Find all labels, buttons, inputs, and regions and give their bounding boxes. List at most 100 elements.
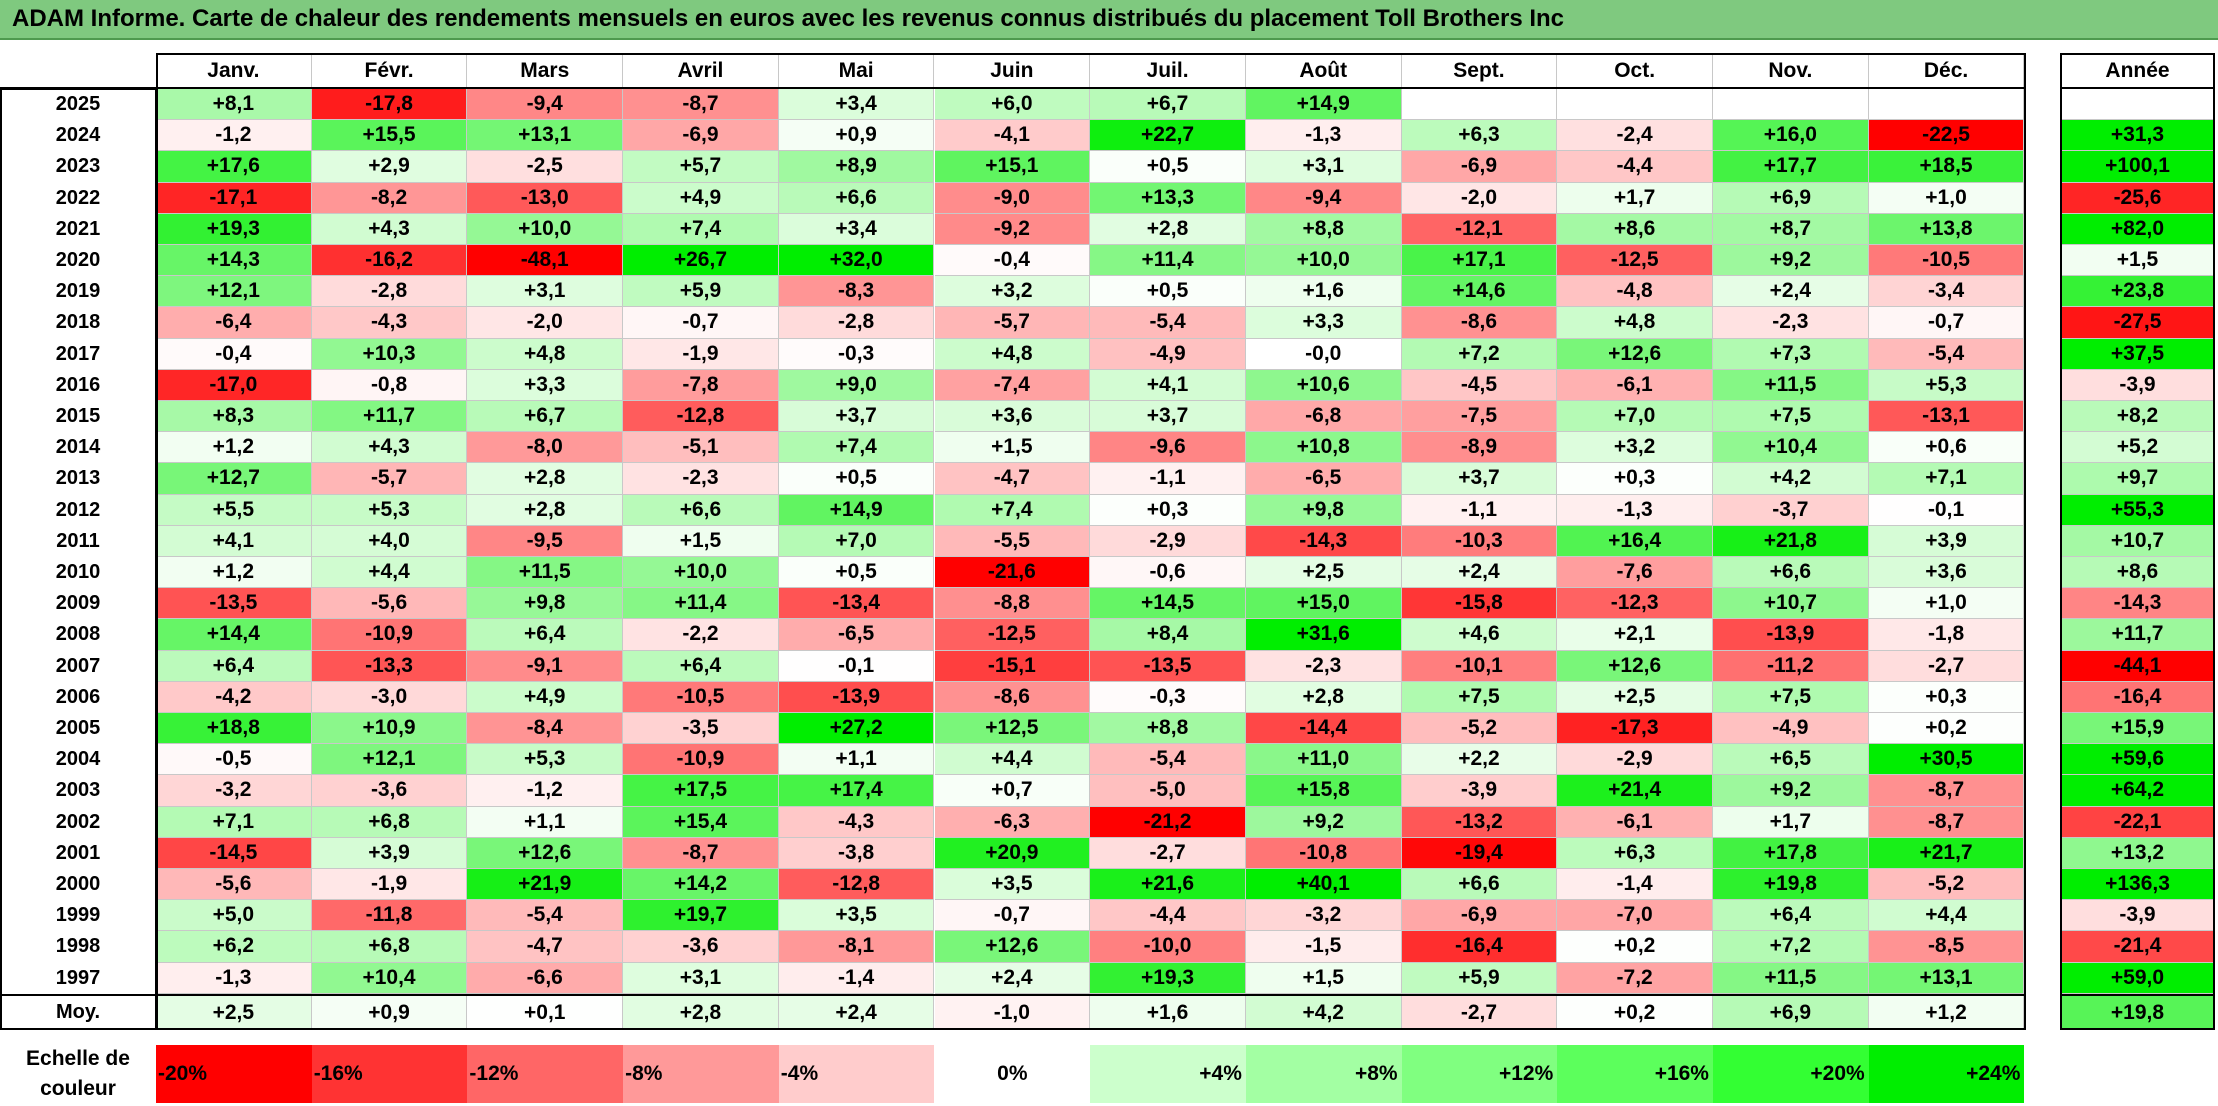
heatmap-cell: -6,5 xyxy=(1245,463,1402,495)
heatmap-cell: -12,8 xyxy=(778,869,935,901)
heatmap-cell: +3,7 xyxy=(1401,463,1558,495)
heatmap-cell: -13,2 xyxy=(1401,806,1558,838)
heatmap-cell: +21,4 xyxy=(1557,775,1713,807)
heatmap-cell: +17,4 xyxy=(778,775,935,807)
heatmap-cell: -8,5 xyxy=(1868,931,2025,963)
year-total-header: Année xyxy=(2105,58,2170,82)
heatmap-cell: +1,2 xyxy=(156,557,312,589)
heatmap-cell: +15,8 xyxy=(1245,775,1402,807)
heatmap-cell: -0,1 xyxy=(778,650,935,682)
row-year-label: 2024 xyxy=(55,124,101,147)
heatmap-cell: +10,0 xyxy=(1245,245,1402,277)
heatmap-cell: -4,1 xyxy=(934,120,1091,152)
heatmap-cell: +2,9 xyxy=(311,151,468,183)
header-separator-annual xyxy=(2060,87,2215,89)
heatmap-cell: +5,9 xyxy=(1401,962,1558,994)
color-scale-swatch: +12% xyxy=(1401,1045,1558,1103)
heatmap-cell: +6,3 xyxy=(1557,837,1713,869)
row-year-label: 2016 xyxy=(55,373,101,396)
heatmap-cell: +5,3 xyxy=(467,744,624,776)
heatmap-cell: -3,6 xyxy=(311,775,468,807)
heatmap-cell: -14,3 xyxy=(1245,525,1402,557)
heatmap-cell: +3,9 xyxy=(311,837,468,869)
heatmap-cell: -6,3 xyxy=(934,806,1091,838)
heatmap-cell: -13,0 xyxy=(467,182,624,214)
heatmap-cell: +6,5 xyxy=(1713,744,1869,776)
heatmap-cell: +11,5 xyxy=(1713,962,1869,994)
heatmap-cell: -6,5 xyxy=(778,619,935,651)
heatmap-cell: +1,6 xyxy=(1245,276,1402,308)
color-scale-swatch: -4% xyxy=(778,1045,935,1103)
heatmap-cell: +3,4 xyxy=(778,89,935,121)
heatmap-cell: +0,3 xyxy=(1557,463,1713,495)
row-year-label: 2000 xyxy=(55,873,101,896)
heatmap-cell: -2,5 xyxy=(467,151,624,183)
heatmap-cell: +21,8 xyxy=(1713,525,1869,557)
heatmap-cell: +14,5 xyxy=(1090,588,1246,620)
heatmap-cell: -9,5 xyxy=(467,525,624,557)
header-separator xyxy=(0,87,2027,89)
row-year-label: 2003 xyxy=(55,779,101,802)
heatmap-cell: -0,4 xyxy=(934,245,1091,277)
average-cell: +1,6 xyxy=(1090,995,1246,1030)
heatmap-cell: +10,4 xyxy=(311,962,468,994)
heatmap-cell: +12,5 xyxy=(934,713,1091,745)
heatmap-cell: +4,8 xyxy=(1557,307,1713,339)
heatmap-cell: -8,7 xyxy=(1868,775,2025,807)
heatmap-cell: -0,7 xyxy=(1868,307,2025,339)
heatmap-cell: -2,9 xyxy=(1557,744,1713,776)
row-year-label: 2017 xyxy=(55,342,101,365)
heatmap-cell: -4,3 xyxy=(311,307,468,339)
row-year-label: 2022 xyxy=(55,186,101,209)
heatmap-cell: -0,3 xyxy=(778,338,935,370)
heatmap-cell: -4,4 xyxy=(1557,151,1713,183)
heatmap-cell: -12,5 xyxy=(934,619,1091,651)
heatmap-cell: +15,1 xyxy=(934,151,1091,183)
heatmap-cell: -2,3 xyxy=(1245,650,1402,682)
heatmap-cell: +17,8 xyxy=(1713,837,1869,869)
month-header: Févr. xyxy=(312,53,468,88)
heatmap-cell: +6,6 xyxy=(778,182,935,214)
heatmap-cell: +6,4 xyxy=(156,650,312,682)
annual-cell: -3,9 xyxy=(2060,900,2215,932)
row-year-label: 2014 xyxy=(55,436,101,459)
heatmap-cell: -0,8 xyxy=(311,369,468,401)
heatmap-cell: +1,5 xyxy=(1245,962,1402,994)
heatmap-cell: -10,9 xyxy=(623,744,779,776)
heatmap-cell: -3,8 xyxy=(778,837,935,869)
heatmap-cell: -10,8 xyxy=(1245,837,1402,869)
heatmap-cell: -8,0 xyxy=(467,432,624,464)
heatmap-cell: +6,2 xyxy=(156,931,312,963)
heatmap-cell: -13,4 xyxy=(778,588,935,620)
heatmap-cell: +4,4 xyxy=(1868,900,2025,932)
heatmap-cell: -4,5 xyxy=(1401,369,1558,401)
heatmap-cell: -21,6 xyxy=(934,557,1091,589)
average-cell: +2,5 xyxy=(156,995,312,1030)
heatmap-cell: -4,2 xyxy=(156,681,312,713)
row-year-label: 2013 xyxy=(55,467,101,490)
heatmap-cell: +20,9 xyxy=(934,837,1091,869)
row-year-label: 2025 xyxy=(55,93,101,116)
heatmap-cell: +7,5 xyxy=(1713,681,1869,713)
heatmap-cell: -16,4 xyxy=(1401,931,1558,963)
heatmap-cell: +2,5 xyxy=(1557,681,1713,713)
heatmap-cell: +6,8 xyxy=(311,806,468,838)
heatmap-cell: +2,8 xyxy=(467,494,624,526)
heatmap-cell: +3,2 xyxy=(934,276,1091,308)
heatmap-cell: -5,7 xyxy=(934,307,1091,339)
heatmap-cell: -7,5 xyxy=(1401,401,1558,433)
heatmap-cell: +3,9 xyxy=(1868,525,2025,557)
heatmap-cell: +3,1 xyxy=(467,276,624,308)
month-header: Avril xyxy=(623,53,779,88)
heatmap-cell: -8,3 xyxy=(778,276,935,308)
heatmap-cell: +1,0 xyxy=(1868,588,2025,620)
heatmap-cell xyxy=(1713,89,1869,121)
month-header: Sept. xyxy=(1402,53,1558,88)
color-scale-swatch: -16% xyxy=(311,1045,468,1103)
heatmap-cell: -8,7 xyxy=(1868,806,2025,838)
heatmap-cell: -5,6 xyxy=(156,869,312,901)
heatmap-cell: +11,4 xyxy=(1090,245,1246,277)
heatmap-cell: -5,4 xyxy=(467,900,624,932)
title-bar: ADAM Informe. Carte de chaleur des rende… xyxy=(0,0,2218,40)
heatmap-cell: +7,0 xyxy=(778,525,935,557)
